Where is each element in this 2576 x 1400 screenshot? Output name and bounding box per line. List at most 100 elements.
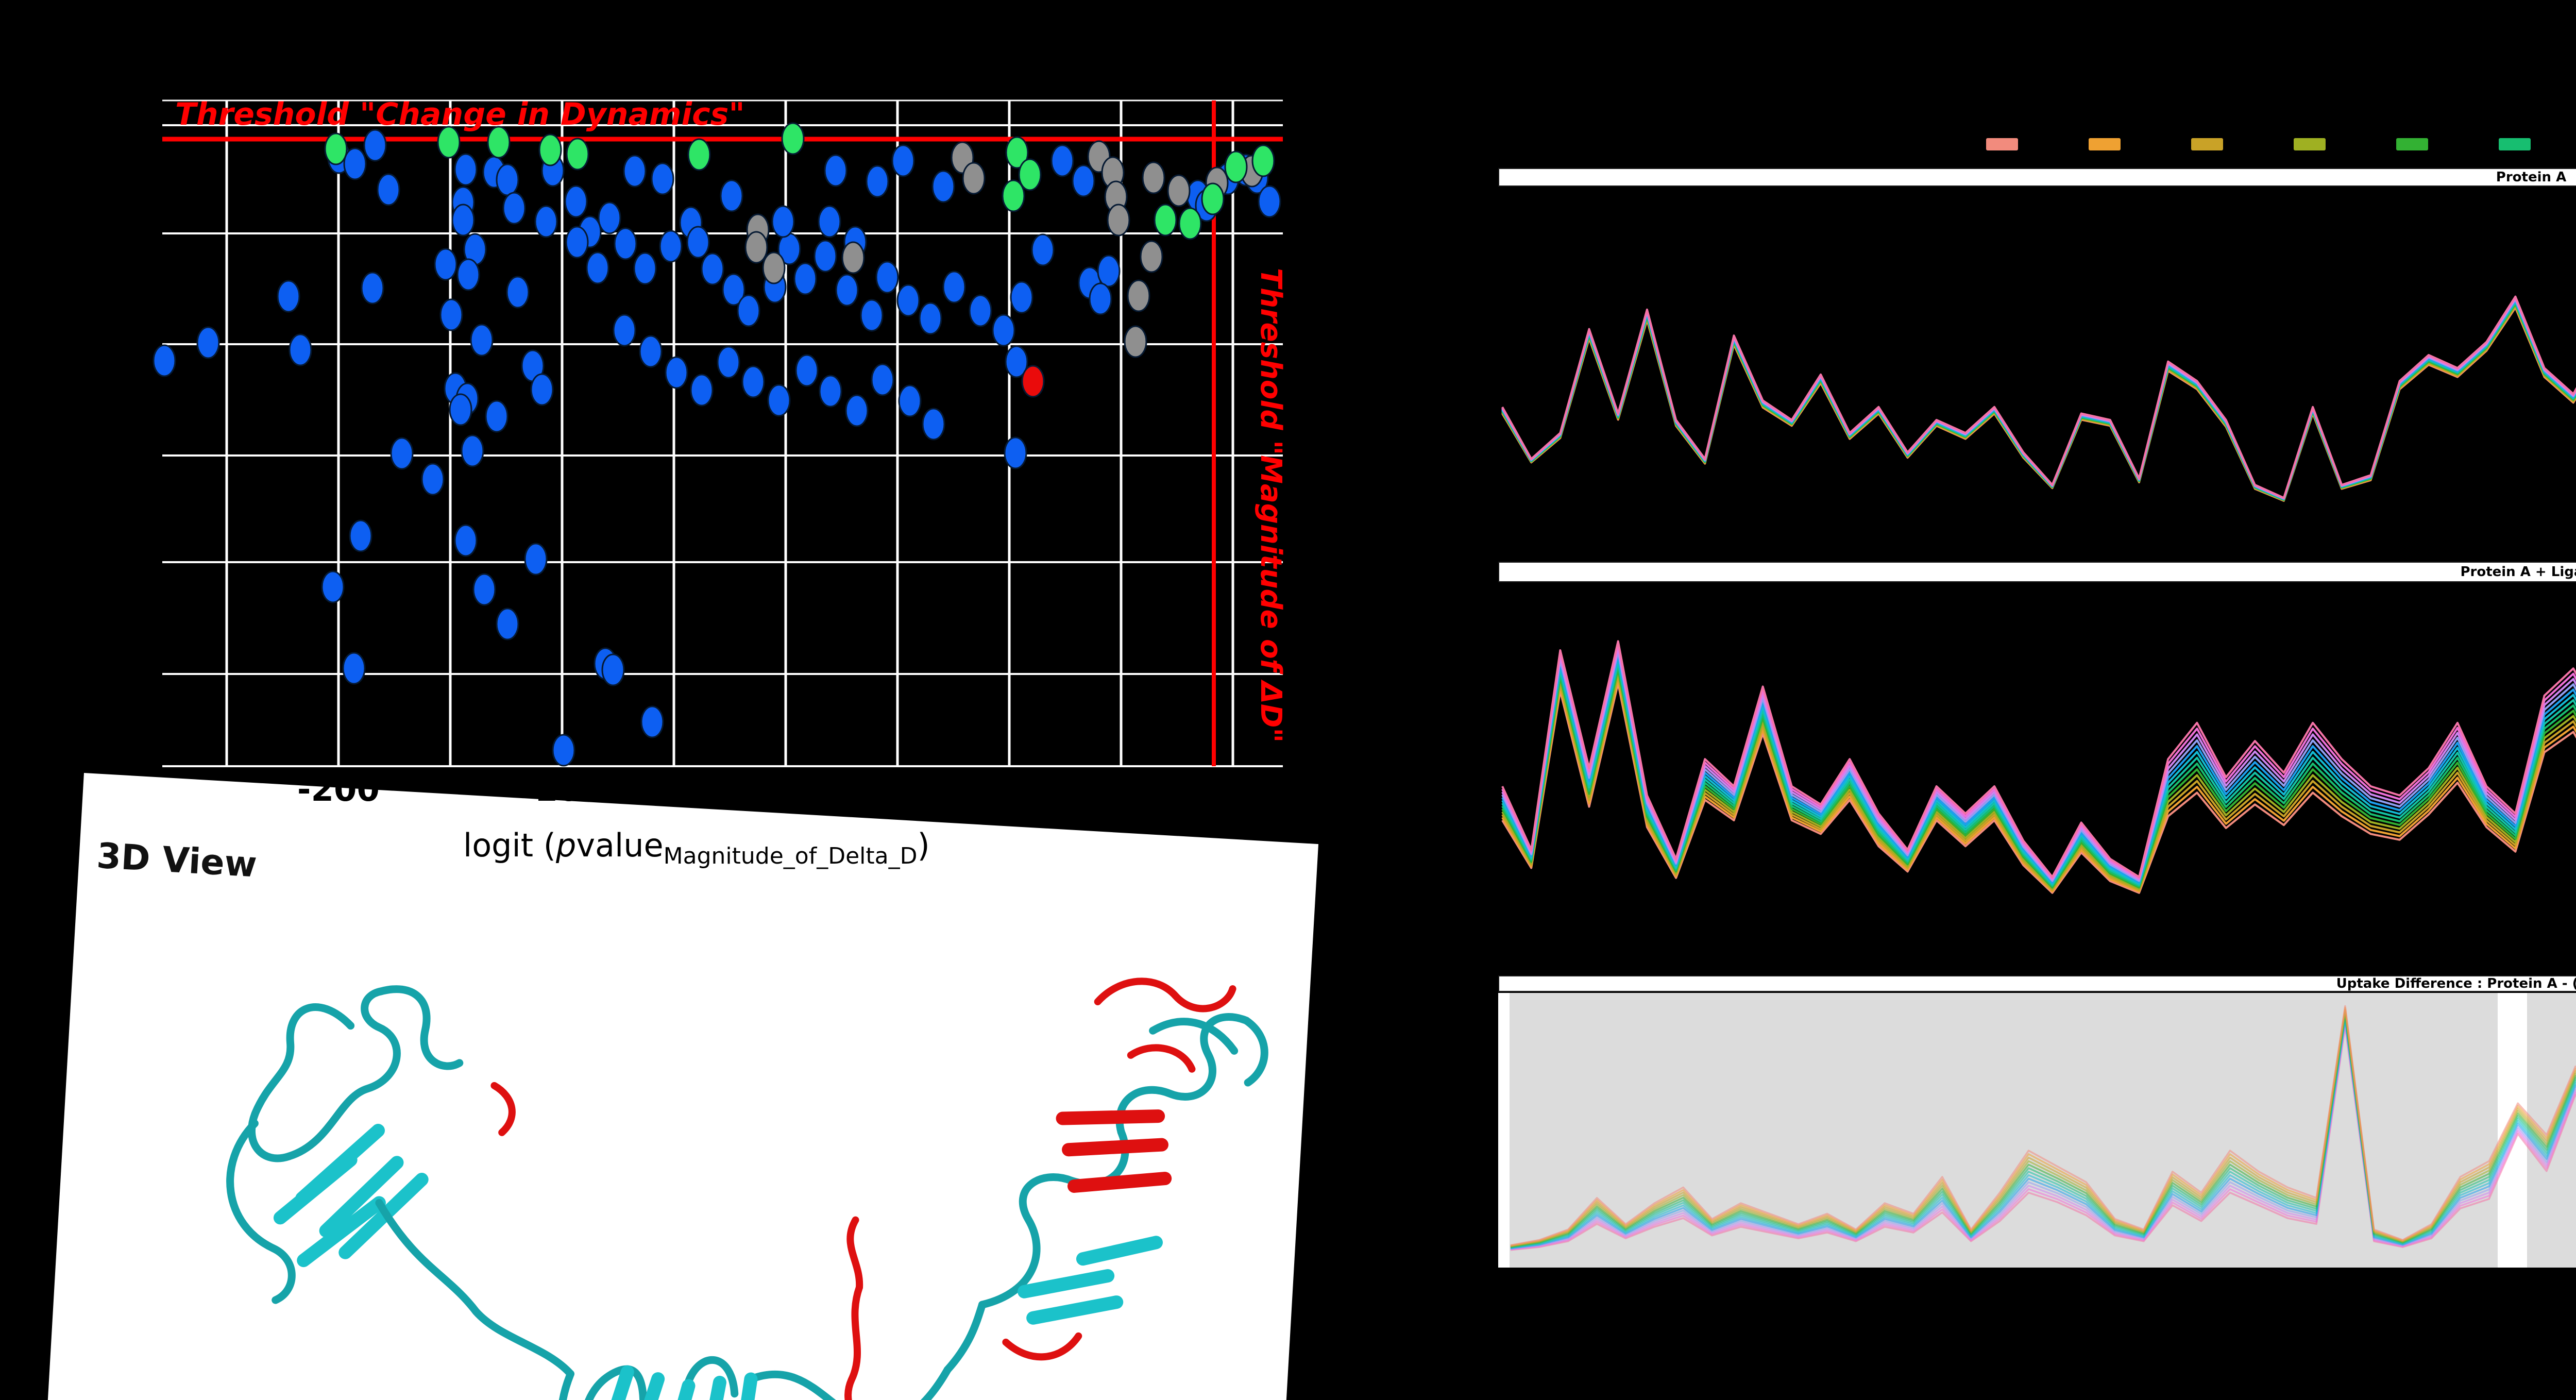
volcano-point-gray [744,231,768,264]
volcano-point-gray [1167,174,1191,207]
volcano-point-blue [860,299,884,332]
volcano-point-blue [633,252,657,285]
volcano-point-green [566,138,589,171]
uptake-chart-protein-a[interactable] [1498,188,2576,528]
uptake-line-timepoint-13 [1501,295,2576,499]
legend-swatch-timepoint-5[interactable] [2396,138,2428,150]
uptake-line-timepoint-6 [1501,302,2576,501]
volcano-point-blue [845,394,869,427]
legend-swatch-timepoint-4[interactable] [2294,138,2326,150]
uptake-line-timepoint-9 [1510,1018,2576,1250]
volcano-point-blue [722,273,745,306]
uptake-line-timepoint-13 [1510,1025,2576,1251]
volcano-point-blue [377,173,400,206]
volcano-point-blue [485,400,509,433]
volcano-point-blue [814,240,837,273]
volcano-point-blue [720,179,743,212]
volcano-point-blue [472,573,496,606]
uptake-line-timepoint-2 [1510,1006,2576,1247]
volcano-point-blue [717,346,740,379]
volcano-point-blue [461,434,484,467]
volcano-point-blue [741,365,765,398]
volcano-point-green [324,132,348,165]
volcano-point-blue [342,652,366,685]
volcano-point-blue [665,356,688,389]
volcano-point-blue [866,165,889,198]
volcano-point-green [1002,179,1025,212]
uptake-line-timepoint-5 [1501,302,2576,501]
volcano-point-blue [659,230,683,263]
volcano-point-blue [502,192,526,225]
volcano-point-blue [506,276,530,309]
uptake-line-timepoint-2 [1501,306,2576,502]
uptake-line-timepoint-6 [1510,1013,2576,1249]
threshold-vline-label: Threshold "Magnitude of ΔD" [1254,268,1287,743]
volcano-point-blue [835,274,859,307]
volcano-point-green [1251,144,1275,177]
volcano-point-blue [919,302,942,335]
volcano-point-blue [737,294,760,327]
volcano-point-green [1018,158,1042,191]
volcano-point-blue [942,271,966,303]
volcano-point-blue [277,280,300,313]
volcano-point-blue [496,608,519,640]
volcano-point-blue [439,298,463,331]
uptake-line-timepoint-4 [1501,671,2576,890]
volcano-point-blue [586,251,609,284]
threshold-hline-label: Threshold "Change in Dynamics" [175,96,745,132]
volcano-point-green [1178,207,1202,240]
volcano-point-blue [321,570,345,603]
uptake-line-timepoint-10 [1510,1020,2576,1250]
volcano-point-blue [598,201,621,234]
uptake-chart-protein-a-ligand[interactable] [1498,584,2576,930]
volcano-point-blue [701,252,724,285]
volcano-point-blue [818,205,841,238]
uptake-line-timepoint-7 [1501,301,2576,500]
volcano-point-blue [793,262,817,295]
volcano-point-blue [1072,164,1095,197]
volcano-point-blue [496,163,519,196]
volcano-plot[interactable]: Threshold "Change in Dynamics" Threshold … [0,0,1340,927]
volcano-point-green [1201,182,1225,215]
volcano-point-blue [530,373,554,406]
volcano-point-blue [565,226,589,259]
volcano-point-blue [1004,436,1027,469]
volcano-point-blue [289,333,312,366]
volcano-point-blue [454,524,478,557]
uptake-difference-chart[interactable] [1498,993,2576,1268]
volcano-point-gray [1124,325,1147,358]
volcano-point-blue [690,374,714,407]
protein-ribbon-structure[interactable] [42,773,1318,1400]
volcano-point-blue [1258,185,1281,218]
volcano-point-blue [456,258,480,291]
volcano-point-blue [434,248,457,281]
volcano-point-blue [454,153,478,186]
volcano-point-blue [613,314,636,347]
uptake-line-timepoint-3 [1501,305,2576,501]
uptake-line-timepoint-1 [1501,682,2576,894]
volcano-point-blue [470,324,494,357]
panel-title-protein-a: Protein A [1498,168,2576,187]
volcano-point-gray [962,162,986,195]
volcano-point-blue [449,393,472,426]
volcano-point-green [781,122,805,155]
volcano-point-blue [623,155,647,188]
legend-swatch-timepoint-2[interactable] [2089,138,2121,150]
uptake-line-timepoint-12 [1510,1023,2576,1251]
volcano-point-blue [1089,282,1112,315]
volcano-point-blue [1010,281,1033,314]
legend-swatch-timepoint-3[interactable] [2191,138,2223,150]
volcano-point-blue [871,363,894,396]
legend-swatch-timepoint-6[interactable] [2499,138,2531,150]
volcano-point-blue [1050,144,1074,177]
volcano-point-red [1021,365,1045,398]
volcano-point-gray [1127,279,1150,312]
volcano-point-blue [639,335,663,368]
viewer-3d-panel[interactable]: 3D View [42,773,1319,1400]
uptake-line-timepoint-8 [1510,1017,2576,1249]
volcano-point-blue [363,129,387,162]
volcano-point-blue [686,226,710,259]
volcano-point-green [538,133,562,166]
legend-swatch-timepoint-1[interactable] [1986,138,2018,150]
